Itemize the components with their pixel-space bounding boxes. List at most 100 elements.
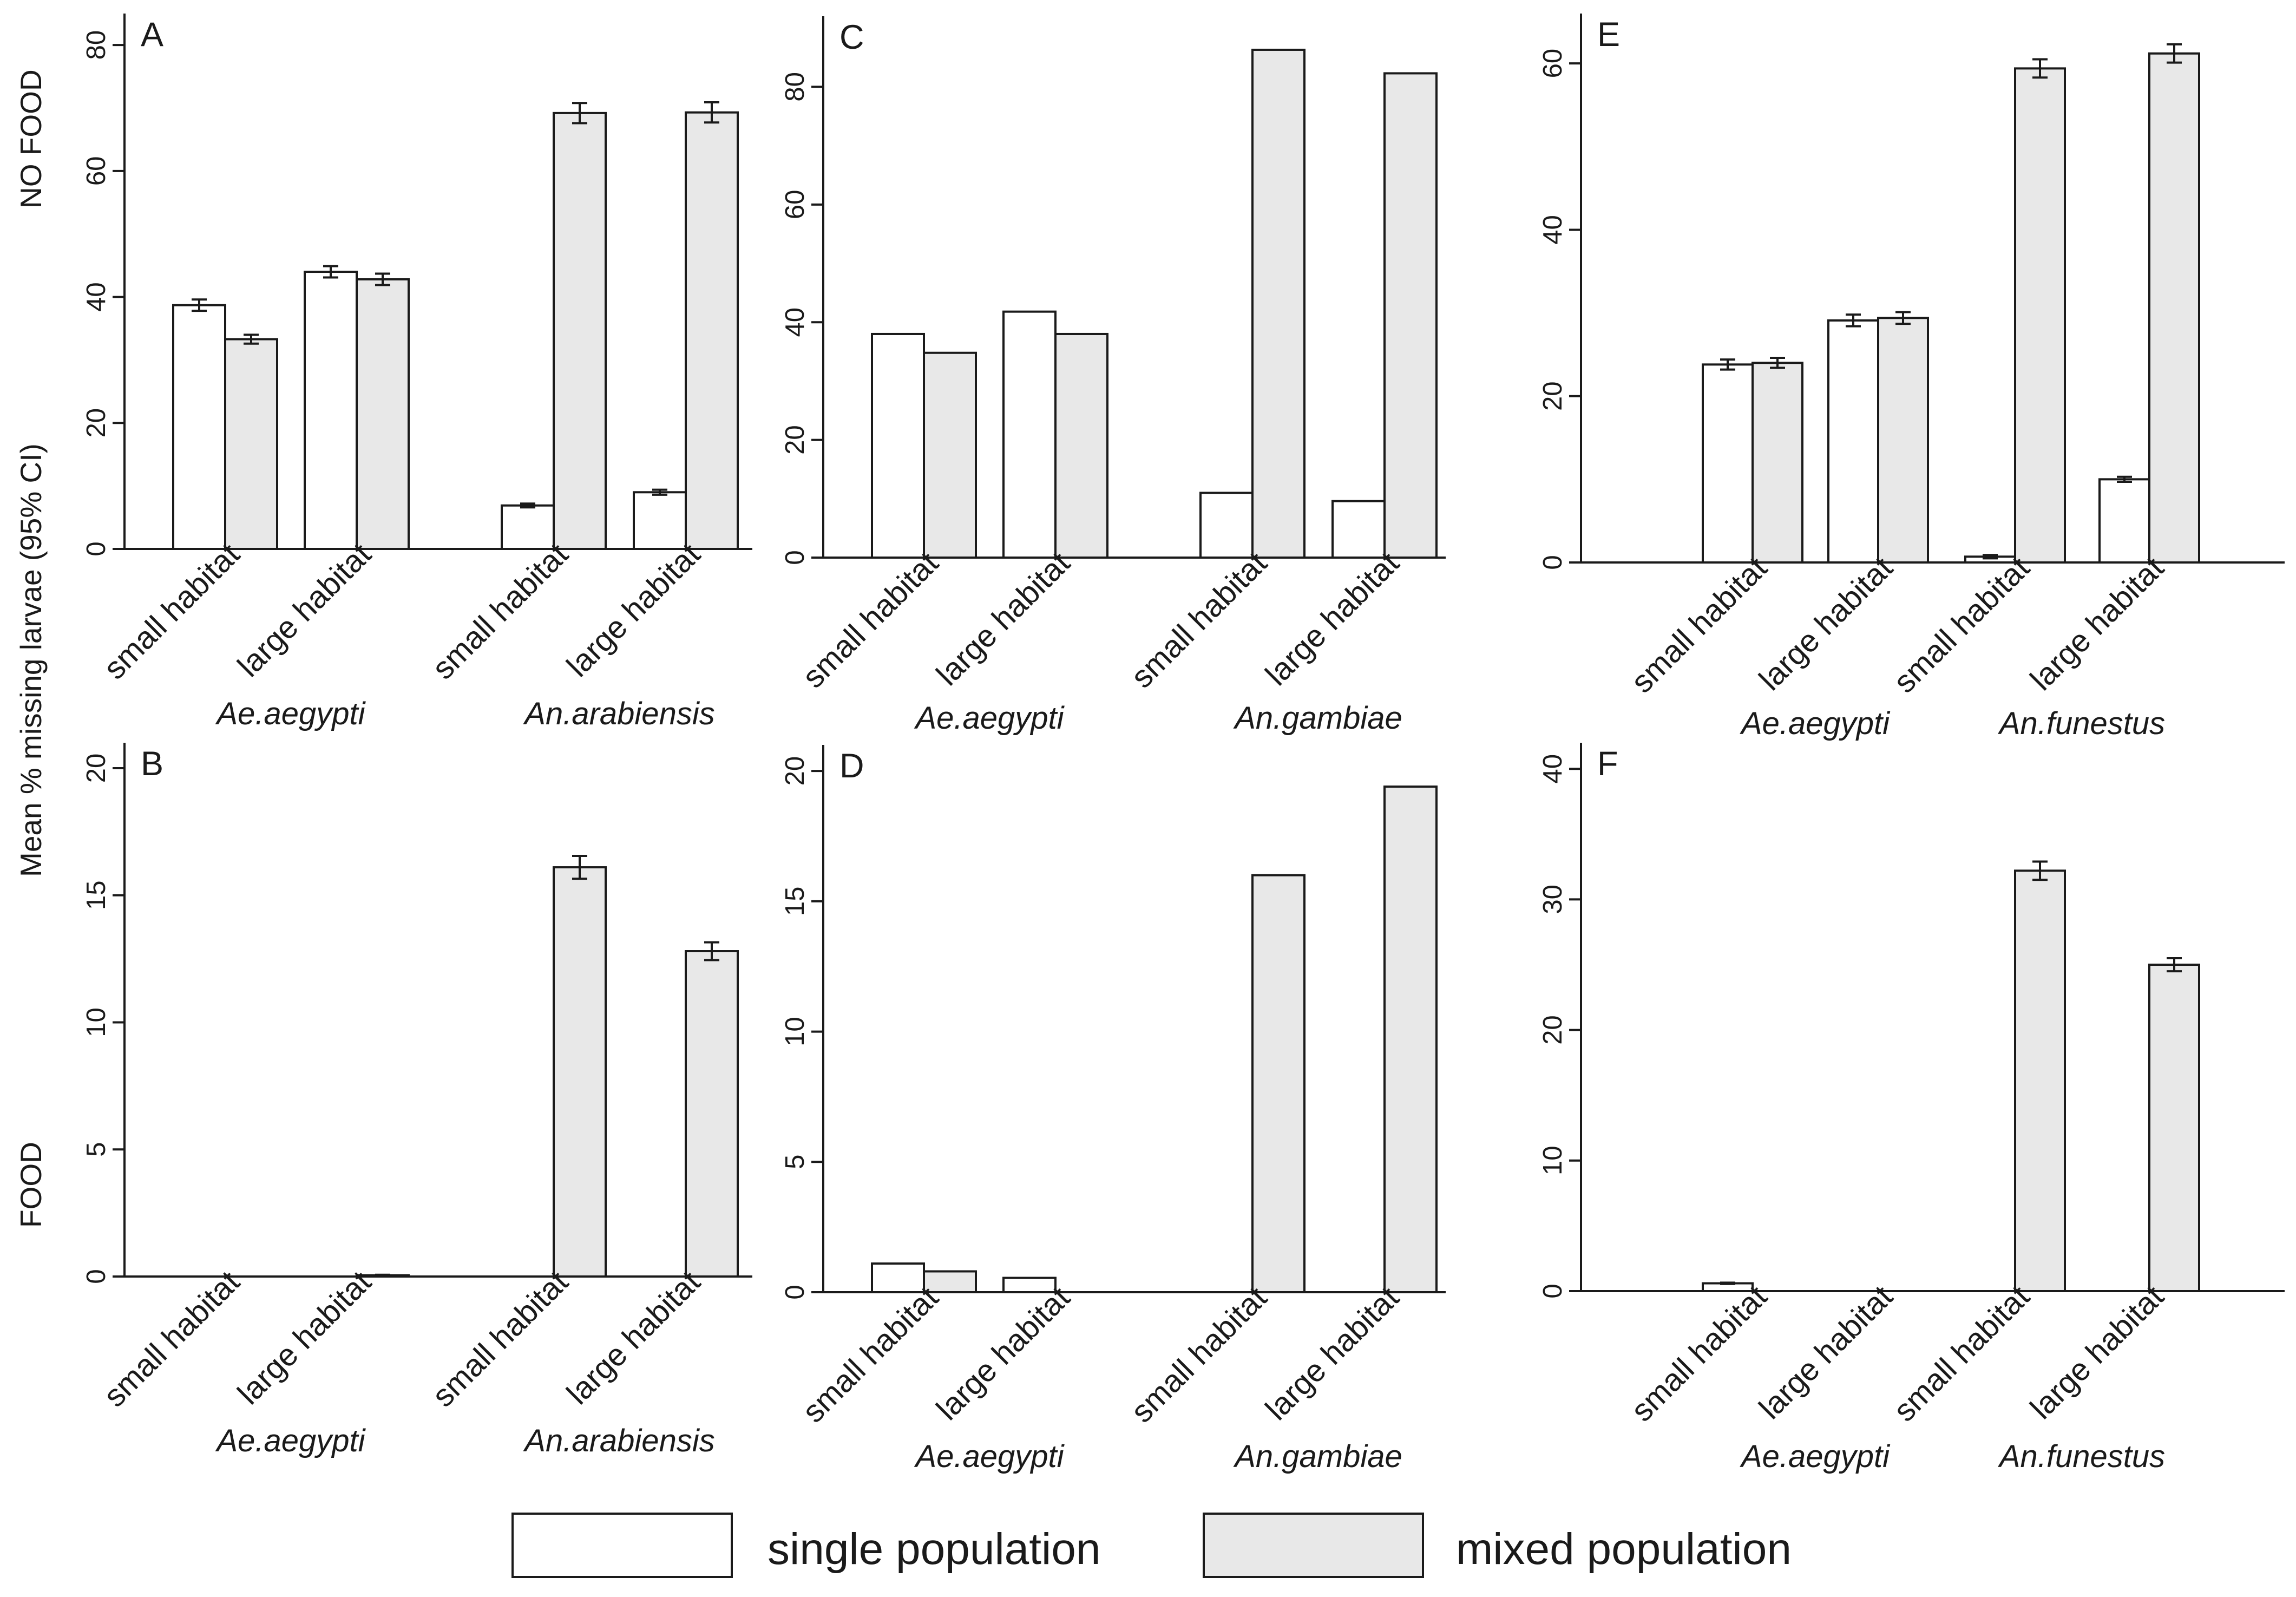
category-label: small habitat (1124, 545, 1274, 695)
species-label: An.funestus (1998, 1439, 2165, 1474)
bar-mixed (553, 866, 607, 1278)
panel-letter: F (1597, 745, 1618, 783)
bar-single (871, 332, 925, 559)
species-label: Ae.aegypti (1740, 706, 1891, 741)
bar-single (1199, 492, 1254, 559)
legend-swatch-single (511, 1513, 733, 1578)
category-label: large habitat (1752, 550, 1899, 697)
y-tick-label: 0 (1538, 1284, 1567, 1298)
category-label: small habitat (1624, 1279, 1774, 1428)
category-label: small habitat (796, 545, 945, 695)
y-tick-label: 0 (780, 1285, 810, 1299)
category-label: large habitat (560, 536, 707, 684)
y-axis-label: Mean % missing larvae (95% CI) (14, 443, 48, 877)
y-tick-label: 40 (1538, 215, 1567, 245)
bar-mixed (224, 338, 278, 550)
species-label: Ae.aegypti (914, 1439, 1065, 1474)
y-tick-label: 20 (82, 408, 111, 438)
bar-single (304, 271, 358, 550)
species-label: Ae.aegypti (1740, 1439, 1891, 1474)
category-label: large habitat (231, 536, 378, 684)
bar-single (1827, 319, 1879, 564)
category-label: large habitat (1258, 1280, 1406, 1427)
category-label: small habitat (796, 1280, 945, 1429)
bar-mixed (1054, 332, 1108, 559)
legend-label-single: single population (767, 1524, 1100, 1574)
category-label: large habitat (929, 1280, 1077, 1427)
category-label: small habitat (1124, 1280, 1274, 1429)
category-label: large habitat (231, 1264, 378, 1411)
species-label: An.funestus (1998, 706, 2165, 741)
category-label: large habitat (2023, 550, 2170, 697)
bar-mixed (685, 950, 739, 1278)
y-tick-label: 80 (780, 72, 810, 102)
y-tick-label: 60 (1538, 49, 1567, 78)
y-tick-label: 30 (1538, 885, 1567, 914)
y-tick-label: 80 (82, 30, 111, 60)
y-tick-label: 20 (1538, 381, 1567, 411)
category-label: large habitat (1258, 545, 1406, 692)
category-label: small habitat (1887, 550, 2036, 699)
legend-label-mixed: mixed population (1456, 1524, 1792, 1574)
category-label: small habitat (97, 1264, 246, 1413)
bar-mixed (685, 111, 739, 550)
species-label: Ae.aegypti (215, 696, 366, 731)
y-tick-label: 15 (82, 880, 111, 910)
bar-mixed (1877, 317, 1929, 564)
category-label: small habitat (1624, 550, 1774, 699)
species-label: An.gambiae (1233, 1439, 1402, 1474)
y-tick-label: 0 (1538, 555, 1567, 570)
bar-mixed (1383, 786, 1438, 1293)
y-tick-label: 10 (1538, 1146, 1567, 1176)
panel-letter: A (141, 16, 163, 54)
y-tick-label: 10 (780, 1017, 810, 1046)
panel-letter: C (839, 18, 864, 56)
bar-mixed (553, 112, 607, 550)
bar-mixed (2148, 52, 2200, 564)
bar-mixed (2148, 964, 2200, 1292)
bar-single (172, 304, 226, 550)
bar-single (2098, 478, 2150, 564)
y-tick-label: 40 (780, 307, 810, 337)
y-tick-label: 60 (780, 190, 810, 220)
category-label: small habitat (425, 536, 575, 686)
bar-single (1702, 363, 1754, 564)
bar-mixed (1251, 874, 1306, 1293)
bar-mixed (356, 278, 410, 550)
species-label: Ae.aegypti (215, 1423, 366, 1458)
category-label: large habitat (2023, 1279, 2170, 1426)
species-label: An.arabiensis (523, 1423, 714, 1458)
species-label: Ae.aegypti (914, 701, 1065, 736)
bar-mixed (1251, 48, 1306, 559)
y-tick-label: 20 (780, 425, 810, 455)
category-label: large habitat (560, 1264, 707, 1411)
panel-letter: D (839, 747, 864, 785)
bar-mixed (1751, 362, 1803, 564)
bar-single (1331, 500, 1386, 559)
species-label: An.gambiae (1233, 701, 1402, 736)
bar-mixed (923, 351, 977, 559)
species-label: An.arabiensis (523, 696, 714, 731)
bar-single (1002, 1277, 1057, 1294)
panel-letter: E (1597, 16, 1620, 54)
bar-single (633, 491, 687, 550)
category-label: large habitat (1752, 1279, 1899, 1426)
bar-single (1002, 310, 1057, 559)
bar-mixed (923, 1270, 977, 1293)
y-tick-label: 60 (82, 156, 111, 186)
y-tick-label: 20 (1538, 1015, 1567, 1045)
y-tick-label: 0 (780, 550, 810, 565)
legend-swatch-mixed (1203, 1513, 1424, 1578)
y-tick-label: 40 (1538, 754, 1567, 784)
y-tick-label: 5 (780, 1155, 810, 1169)
y-tick-label: 20 (780, 756, 810, 786)
category-label: small habitat (97, 536, 246, 686)
category-label: large habitat (929, 545, 1077, 692)
